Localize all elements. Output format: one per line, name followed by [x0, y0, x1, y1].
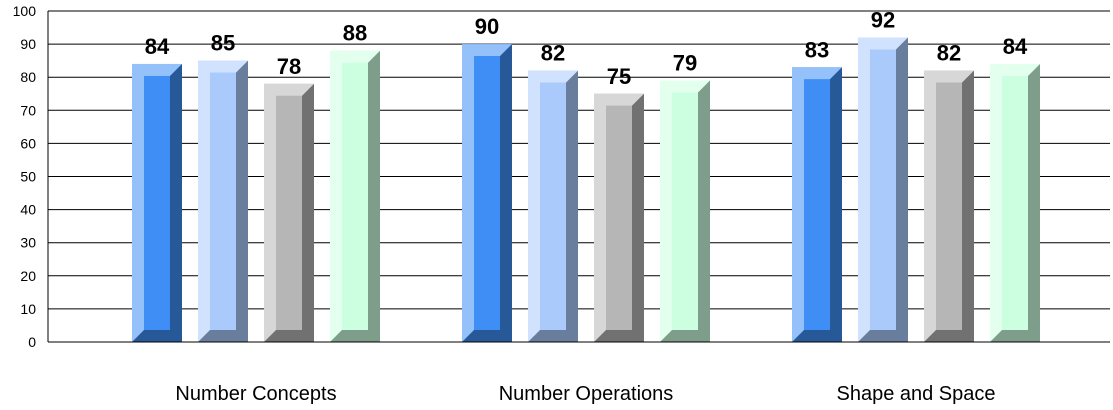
data-label: 90 [475, 14, 499, 39]
data-label: 88 [343, 21, 367, 46]
bar-bevel-dark [660, 80, 710, 342]
data-labels: 84 85 78 88 90 82 75 79 83 92 82 84 [145, 7, 1028, 88]
bar-bevel-dark [264, 83, 314, 342]
bar-bevel-dark [594, 93, 644, 342]
y-tick-label: 10 [20, 301, 36, 317]
y-tick-label: 100 [13, 3, 37, 19]
y-tick-label: 80 [20, 69, 36, 85]
data-label: 79 [673, 51, 697, 76]
y-tick-label: 70 [20, 102, 36, 118]
y-tick-label: 90 [20, 36, 36, 52]
data-label: 82 [541, 41, 565, 66]
y-tick-label: 20 [20, 268, 36, 284]
bar-inner [936, 82, 962, 330]
bar-inner [804, 79, 830, 331]
bar-inner [276, 95, 302, 330]
bar [330, 50, 380, 342]
bar [528, 70, 578, 342]
bar-inner [1002, 75, 1028, 331]
y-tick-label: 30 [20, 235, 36, 251]
bar-bevel-light [330, 50, 380, 342]
bar-bevel-dark [924, 70, 974, 342]
bar-bevel-light [660, 80, 710, 342]
bar-bevel-light [264, 83, 314, 342]
bar [462, 44, 512, 342]
data-label: 78 [277, 54, 301, 79]
bar [858, 37, 908, 342]
bar-inner [474, 56, 500, 330]
bar-inner [672, 92, 698, 330]
bar-bevel-light [924, 70, 974, 342]
bar-inner [606, 105, 632, 330]
data-label: 84 [1003, 34, 1028, 59]
bar-bevel-dark [330, 50, 380, 342]
data-label: 84 [145, 34, 170, 59]
bars [132, 37, 1040, 343]
bar-bevel-light [594, 93, 644, 342]
data-label: 83 [805, 37, 829, 62]
y-tick-label: 0 [28, 334, 36, 350]
bar-inner [342, 62, 368, 330]
bar-bevel-dark [198, 60, 248, 343]
x-category-label: Shape and Space [836, 383, 995, 405]
bar-bevel-dark [132, 63, 182, 343]
bar-bevel-dark [462, 44, 512, 342]
data-label: 75 [607, 64, 631, 89]
bar-bevel-light [198, 60, 248, 343]
bar-bevel-light [132, 63, 182, 343]
bar-bevel-light [462, 44, 512, 342]
bar-bevel-dark [528, 70, 578, 342]
bar-inner [144, 75, 170, 331]
bar-bevel-light [990, 63, 1040, 343]
y-tick-label: 50 [20, 169, 36, 185]
bar [264, 83, 314, 342]
bar-bevel-light [858, 37, 908, 342]
data-label: 82 [937, 41, 961, 66]
bar-bevel-dark [858, 37, 908, 342]
bar-bevel-dark [792, 67, 842, 343]
x-category-label: Number Operations [499, 383, 674, 405]
bar-inner [540, 82, 566, 330]
bar-bevel-light [528, 70, 578, 342]
y-tick-label: 60 [20, 135, 36, 151]
axes: 0 10 20 30 40 50 60 70 80 90 100 Number Concepts Num… [13, 3, 1110, 405]
data-label: 92 [871, 7, 895, 32]
bar-bevel-dark [990, 63, 1040, 343]
bar [132, 63, 182, 343]
bar [594, 93, 644, 342]
bar-bevel-light [792, 67, 842, 343]
y-tick-label: 40 [20, 202, 36, 218]
bar [990, 63, 1040, 343]
bar [660, 80, 710, 342]
bar-inner [210, 72, 236, 331]
bar [198, 60, 248, 343]
bar [792, 67, 842, 343]
bar-inner [870, 49, 896, 330]
bar [924, 70, 974, 342]
x-category-label: Number Concepts [175, 383, 336, 405]
data-label: 85 [211, 31, 235, 56]
